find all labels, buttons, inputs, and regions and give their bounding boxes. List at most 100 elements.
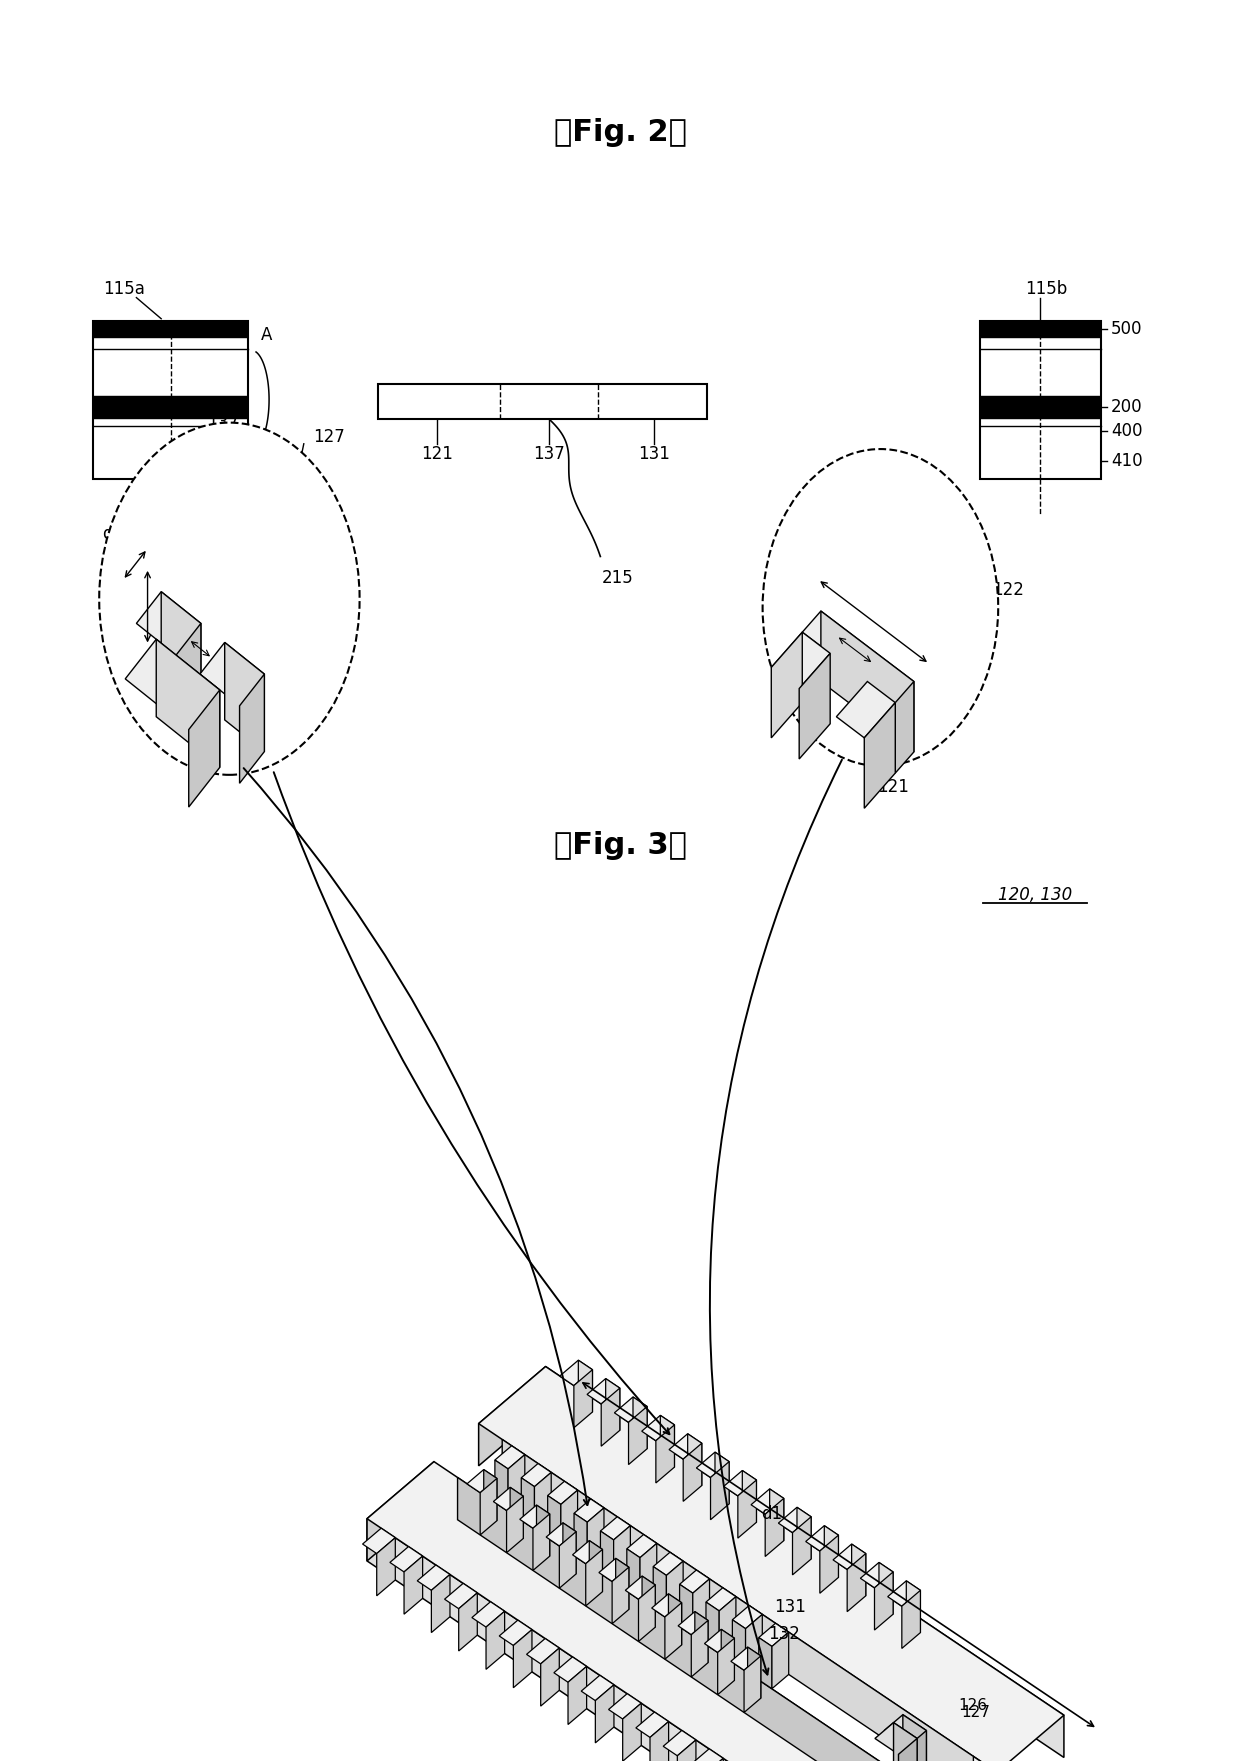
Polygon shape [715,1453,729,1504]
Polygon shape [779,1507,811,1532]
Polygon shape [704,1629,734,1652]
Polygon shape [661,1416,675,1467]
Polygon shape [389,1546,423,1573]
Polygon shape [820,1536,838,1594]
Text: 137: 137 [207,414,239,431]
Bar [980,321,1101,338]
Text: 122: 122 [992,581,1024,599]
Polygon shape [836,682,895,738]
Polygon shape [404,1557,423,1615]
Text: 「Fig. 2」: 「Fig. 2」 [553,118,687,146]
Polygon shape [744,1655,761,1712]
Polygon shape [510,1488,523,1539]
Polygon shape [653,1551,683,1576]
Polygon shape [626,1534,657,1558]
Polygon shape [613,1567,629,1624]
Polygon shape [605,1379,620,1430]
Text: 127: 127 [961,1705,990,1720]
Polygon shape [573,1541,603,1564]
Text: d2: d2 [103,525,124,542]
Polygon shape [652,1594,682,1617]
Polygon shape [733,1620,745,1671]
Polygon shape [445,1583,477,1610]
Text: 126: 126 [959,1698,987,1713]
Polygon shape [625,1576,655,1599]
Text: 131: 131 [774,1599,806,1617]
Polygon shape [224,643,264,752]
Polygon shape [833,1544,866,1569]
Polygon shape [639,1585,655,1641]
Polygon shape [748,1647,761,1698]
Bar [93,396,248,419]
Polygon shape [200,643,264,706]
Polygon shape [802,611,914,703]
Text: 410: 410 [1111,453,1143,470]
Polygon shape [706,1603,719,1654]
Polygon shape [479,1367,546,1465]
Text: d4: d4 [872,560,893,579]
Polygon shape [500,1620,532,1645]
Ellipse shape [763,449,998,766]
Polygon shape [650,1722,668,1761]
Text: 200: 200 [1111,398,1143,416]
Polygon shape [588,1507,604,1564]
Polygon shape [670,1433,702,1460]
Polygon shape [861,1562,893,1588]
Polygon shape [724,1470,756,1495]
Polygon shape [825,1525,838,1578]
Polygon shape [548,1481,578,1504]
Text: 121: 121 [422,446,454,463]
Polygon shape [614,1525,630,1581]
Polygon shape [693,1580,709,1636]
Ellipse shape [99,423,360,775]
Polygon shape [852,1544,866,1595]
Polygon shape [615,1558,629,1610]
Polygon shape [568,1666,587,1724]
Polygon shape [432,1574,450,1632]
Polygon shape [595,1685,614,1743]
Polygon shape [632,1396,647,1449]
Polygon shape [459,1594,477,1652]
Polygon shape [589,1541,603,1592]
Text: 137: 137 [533,446,565,463]
Polygon shape [806,1525,838,1551]
Polygon shape [899,1738,918,1761]
Text: 215: 215 [601,569,634,586]
Polygon shape [367,1462,434,1560]
Polygon shape [502,1439,973,1761]
Bar [378,384,707,419]
Polygon shape [472,1603,505,1627]
Polygon shape [362,1529,396,1553]
Polygon shape [188,690,219,807]
Polygon shape [680,1571,709,1594]
Text: 500: 500 [1111,321,1142,338]
Polygon shape [578,1359,593,1412]
Polygon shape [176,623,201,733]
Polygon shape [640,1543,657,1601]
Polygon shape [888,1581,920,1606]
Polygon shape [730,1647,761,1669]
Polygon shape [663,1731,696,1756]
Polygon shape [508,1455,525,1511]
Polygon shape [706,1588,735,1611]
Polygon shape [546,1367,1064,1757]
Text: W2: W2 [102,581,129,601]
Polygon shape [722,1629,734,1680]
Polygon shape [636,1712,668,1738]
Polygon shape [847,1553,866,1611]
Polygon shape [711,1462,729,1520]
Polygon shape [521,1477,534,1529]
Polygon shape [683,1444,702,1502]
Text: 132: 132 [768,1625,800,1643]
Polygon shape [494,1488,523,1511]
Polygon shape [879,1562,893,1615]
Polygon shape [719,1597,735,1654]
Polygon shape [125,639,219,729]
Polygon shape [864,703,895,808]
Polygon shape [458,1477,929,1761]
Text: 「Fig. 3」: 「Fig. 3」 [553,831,687,859]
Bar [980,321,1101,479]
Polygon shape [609,1694,641,1719]
Text: 120, 130: 120, 130 [998,886,1073,903]
Polygon shape [507,1497,523,1553]
